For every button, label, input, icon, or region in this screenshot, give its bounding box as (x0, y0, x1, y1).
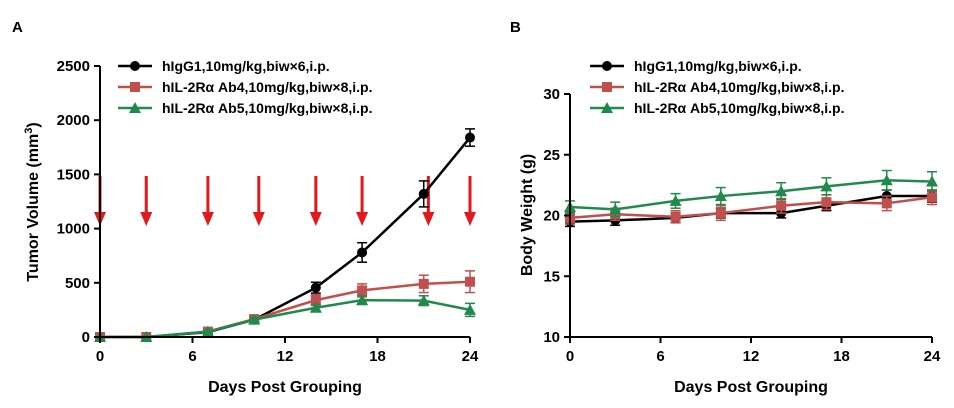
panel-b-letter: B (510, 19, 521, 36)
dosing-arrow-head (422, 212, 435, 226)
data-point (715, 208, 726, 219)
x-axis-title: Days Post Grouping (674, 379, 828, 396)
x-tick-label: 0 (566, 348, 574, 365)
x-tick-label: 24 (462, 348, 479, 365)
data-point (714, 190, 727, 202)
legend-marker (130, 82, 140, 92)
y-tick-label: 500 (65, 275, 90, 292)
series-line (100, 280, 471, 339)
data-point (820, 180, 833, 192)
y-tick-label: 25 (543, 147, 560, 164)
data-point (776, 200, 787, 211)
data-point (310, 295, 321, 306)
y-tick-label: 0 (82, 329, 90, 346)
panel-a: A 0 6 12 18 24 0 500 1000 1500 2000 2500 Days Post… (12, 19, 479, 396)
dosing-arrow-head (252, 212, 265, 226)
data-point (417, 294, 430, 306)
data-point (309, 301, 322, 313)
y-tick-label: 10 (543, 329, 560, 346)
dosing-arrows (94, 176, 476, 226)
data-point (927, 192, 937, 203)
series-line (569, 194, 932, 223)
y-axis-title: Tumor Volume (mm3) (23, 122, 42, 281)
series-line (100, 298, 471, 339)
data-point (418, 278, 429, 289)
data-point (357, 285, 368, 296)
data-point (248, 313, 261, 325)
legend-marker (130, 61, 140, 71)
data-point (609, 203, 622, 215)
x-axis-title: Days Post Grouping (208, 379, 362, 396)
legend-marker (602, 61, 612, 71)
legend-marker (602, 82, 612, 92)
legend-label: hIL-2Rα Ab5,10mg/kg,biw×8,i.p. (162, 100, 372, 116)
series-line (569, 179, 933, 211)
x-tick-label: 12 (743, 348, 760, 365)
dosing-arrow-head (464, 212, 476, 226)
data-point (418, 188, 429, 199)
data-point (670, 211, 681, 222)
data-point (775, 185, 788, 197)
y-tick-label: 20 (543, 208, 560, 225)
data-point (357, 247, 368, 258)
dosing-arrow-head (309, 212, 322, 226)
x-tick-label: 18 (833, 348, 850, 365)
y-tick-label: 15 (543, 268, 560, 285)
data-point (821, 197, 832, 208)
data-point (669, 194, 682, 206)
x-tick-label: 6 (656, 348, 664, 365)
legend: hIgG1,10mg/kg,biw×6,i.p. hIL-2Rα Ab4,10mg… (118, 58, 372, 116)
y-axis-title: Body Weight (g) (519, 154, 536, 276)
dosing-arrow-head (356, 212, 369, 226)
x-tick-label: 24 (924, 348, 941, 365)
y-tick-label: 1500 (57, 166, 90, 183)
data-point (880, 174, 893, 186)
legend-label: hIgG1,10mg/kg,biw×6,i.p. (162, 58, 330, 74)
dosing-arrow-head (140, 212, 153, 226)
y-tick-label: 2500 (57, 58, 90, 75)
series-line (100, 136, 471, 339)
data-point (881, 198, 892, 209)
legend-marker (129, 102, 141, 113)
data-point (926, 175, 938, 187)
y-tick-label: 1000 (57, 221, 90, 238)
legend-label: hIL-2Rα Ab4,10mg/kg,biw×8,i.p. (634, 79, 844, 95)
legend: hIgG1,10mg/kg,biw×6,i.p. hIL-2Rα Ab4,10mg… (590, 58, 844, 116)
data-point (465, 132, 475, 143)
x-tick-label: 6 (188, 348, 196, 365)
legend-label: hIL-2Rα Ab4,10mg/kg,biw×8,i.p. (162, 79, 372, 95)
legend-marker (601, 102, 613, 113)
data-point (310, 282, 321, 293)
dosing-arrow-head (201, 212, 214, 226)
legend-label: hIL-2Rα Ab5,10mg/kg,biw×8,i.p. (634, 100, 844, 116)
series-line (569, 196, 933, 220)
x-tick-label: 18 (369, 348, 386, 365)
data-point (356, 294, 369, 306)
x-tick-label: 12 (277, 348, 294, 365)
data-point (464, 303, 476, 315)
x-tick-label: 0 (96, 348, 104, 365)
legend-label: hIgG1,10mg/kg,biw×6,i.p. (634, 58, 802, 74)
data-point (201, 325, 214, 337)
y-tick-label: 2000 (57, 112, 90, 129)
panel-a-letter: A (12, 19, 23, 36)
y-tick-label: 30 (543, 86, 560, 103)
data-point (465, 276, 475, 287)
